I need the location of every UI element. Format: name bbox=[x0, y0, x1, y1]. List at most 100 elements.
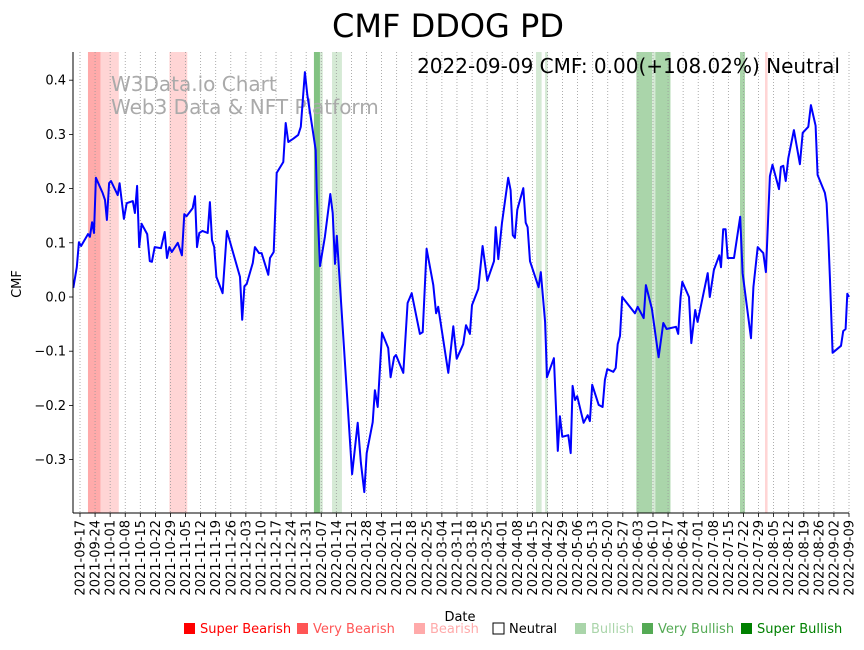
y-tick-label: −0.3 bbox=[34, 453, 66, 468]
x-tick-label: 2022-08-05 bbox=[767, 520, 782, 596]
x-tick-label: 2022-01-28 bbox=[360, 520, 375, 596]
x-tick-label: 2022-04-22 bbox=[541, 520, 556, 596]
signal-band-bullish-strong bbox=[655, 52, 671, 513]
x-tick-label: 2021-12-03 bbox=[239, 520, 254, 596]
x-tick-label: 2022-08-19 bbox=[797, 520, 812, 596]
legend-swatch-very-bullish bbox=[642, 623, 653, 634]
legend-swatch-super-bullish bbox=[741, 623, 752, 634]
x-tick-label: 2022-08-12 bbox=[782, 520, 797, 596]
x-tick-label: 2022-02-25 bbox=[420, 520, 435, 596]
signal-band-bullish bbox=[652, 52, 656, 513]
watermark-line-1: W3Data.io Chart bbox=[111, 72, 277, 96]
x-tick-label: 2022-05-27 bbox=[616, 520, 631, 596]
legend-swatch-super-bearish bbox=[184, 623, 195, 634]
signal-band-bullish-strong bbox=[636, 52, 653, 513]
y-axis-label: CMF bbox=[10, 270, 25, 298]
legend: Super Bearish Very Bearish Bearish Neutral B… bbox=[184, 622, 842, 637]
x-tick-label: 2022-06-03 bbox=[631, 520, 646, 596]
x-tick-label: 2021-11-26 bbox=[224, 520, 239, 596]
x-tick-label: 2022-02-11 bbox=[390, 520, 405, 596]
x-tick-label: 2022-07-29 bbox=[752, 520, 767, 596]
x-tick-label: 2022-06-17 bbox=[662, 520, 677, 596]
legend-label-super-bearish: Super Bearish bbox=[200, 622, 291, 637]
x-tick-label: 2022-02-04 bbox=[375, 520, 390, 596]
x-tick-label: 2022-07-01 bbox=[692, 520, 707, 596]
x-tick-label: 2022-02-18 bbox=[405, 520, 420, 596]
x-tick-label: 2022-03-25 bbox=[481, 520, 496, 596]
chart-title: CMF DDOG PD bbox=[332, 7, 564, 45]
y-tick-label: 0.0 bbox=[45, 290, 66, 305]
legend-swatch-neutral bbox=[492, 622, 505, 635]
legend-label-bearish: Bearish bbox=[430, 622, 479, 637]
y-tick-label: 0.1 bbox=[45, 236, 66, 251]
signal-band-very-bullish bbox=[313, 52, 320, 513]
x-tick-label: 2022-05-06 bbox=[571, 520, 586, 596]
x-grid bbox=[79, 52, 850, 513]
legend-swatch-bullish bbox=[575, 623, 586, 634]
latest-value-annotation: 2022-09-09 CMF: 0.00(+108.02%) Neutral bbox=[417, 54, 840, 78]
signal-band-bullish bbox=[545, 52, 548, 513]
signal-band-bullish bbox=[332, 52, 342, 513]
y-tick-label: 0.4 bbox=[45, 74, 66, 89]
y-tick-label: 0.2 bbox=[45, 182, 66, 197]
x-tick-label: 2021-10-29 bbox=[164, 520, 179, 596]
y-ticks: −0.3 −0.2 −0.1 0.0 0.1 0.2 0.3 0.4 bbox=[34, 74, 73, 468]
x-axis-label: Date bbox=[444, 610, 475, 625]
y-tick-label: 0.3 bbox=[45, 128, 66, 143]
legend-label-very-bullish: Very Bullish bbox=[658, 622, 734, 637]
signal-band-bearish bbox=[169, 52, 188, 513]
x-tick-label: 2022-09-09 bbox=[843, 520, 858, 596]
x-tick-label: 2021-09-24 bbox=[89, 520, 104, 596]
x-tick-label: 2022-04-15 bbox=[526, 520, 541, 596]
x-tick-label: 2021-10-01 bbox=[104, 520, 119, 596]
x-tick-label: 2022-06-24 bbox=[677, 520, 692, 596]
signal-bands bbox=[87, 52, 768, 513]
x-tick-label: 2022-04-01 bbox=[496, 520, 511, 596]
y-tick-label: −0.2 bbox=[34, 399, 66, 414]
legend-label-super-bullish: Super Bullish bbox=[757, 622, 842, 637]
legend-label-bullish: Bullish bbox=[591, 622, 634, 637]
x-tick-label: 2021-10-22 bbox=[149, 520, 164, 596]
x-tick-label: 2022-03-04 bbox=[435, 520, 450, 596]
signal-band-bullish bbox=[319, 52, 323, 513]
signal-band-bearish bbox=[100, 52, 119, 513]
x-tick-label: 2022-09-02 bbox=[827, 520, 842, 596]
x-tick-label: 2022-05-20 bbox=[601, 520, 616, 596]
x-tick-label: 2022-03-11 bbox=[450, 520, 465, 596]
watermark-line-2: Web3 Data & NFT Platform bbox=[111, 95, 379, 119]
legend-swatch-very-bearish bbox=[297, 623, 308, 634]
signal-band-very-bearish bbox=[87, 52, 101, 513]
x-tick-label: 2021-10-08 bbox=[119, 520, 134, 596]
x-tick-label: 2022-07-22 bbox=[737, 520, 752, 596]
x-tick-label: 2022-07-08 bbox=[707, 520, 722, 596]
x-tick-label: 2021-12-10 bbox=[254, 520, 269, 596]
x-tick-label: 2022-01-07 bbox=[315, 520, 330, 596]
legend-label-neutral: Neutral bbox=[509, 622, 557, 637]
x-tick-label: 2022-07-15 bbox=[722, 520, 737, 596]
signal-band-bullish-strong bbox=[740, 52, 745, 513]
x-tick-label: 2022-01-21 bbox=[345, 520, 360, 596]
x-ticks: 2021-09-17 2021-09-24 2021-10-01 2021-10-08… bbox=[74, 513, 858, 596]
x-tick-label: 2021-11-19 bbox=[209, 520, 224, 596]
x-tick-label: 2022-03-18 bbox=[466, 520, 481, 596]
x-tick-label: 2022-01-14 bbox=[330, 520, 345, 596]
cmf-line bbox=[72, 71, 850, 494]
x-tick-label: 2022-05-13 bbox=[586, 520, 601, 596]
x-tick-label: 2021-10-15 bbox=[134, 520, 149, 596]
x-tick-label: 2021-11-05 bbox=[179, 520, 194, 596]
x-tick-label: 2021-12-17 bbox=[270, 520, 285, 596]
x-tick-label: 2022-04-08 bbox=[511, 520, 526, 596]
y-tick-label: −0.1 bbox=[34, 345, 66, 360]
axes bbox=[72, 52, 849, 514]
x-tick-label: 2021-12-31 bbox=[300, 520, 315, 596]
x-tick-label: 2021-09-17 bbox=[74, 520, 89, 596]
series-group bbox=[72, 71, 850, 494]
x-tick-label: 2022-06-10 bbox=[646, 520, 661, 596]
x-tick-label: 2022-04-29 bbox=[556, 520, 571, 596]
legend-swatch-bearish bbox=[414, 623, 425, 634]
x-tick-label: 2021-11-12 bbox=[194, 520, 209, 596]
signal-band-bearish bbox=[764, 52, 768, 513]
x-tick-label: 2022-08-26 bbox=[812, 520, 827, 596]
x-tick-label: 2021-12-24 bbox=[285, 520, 300, 596]
